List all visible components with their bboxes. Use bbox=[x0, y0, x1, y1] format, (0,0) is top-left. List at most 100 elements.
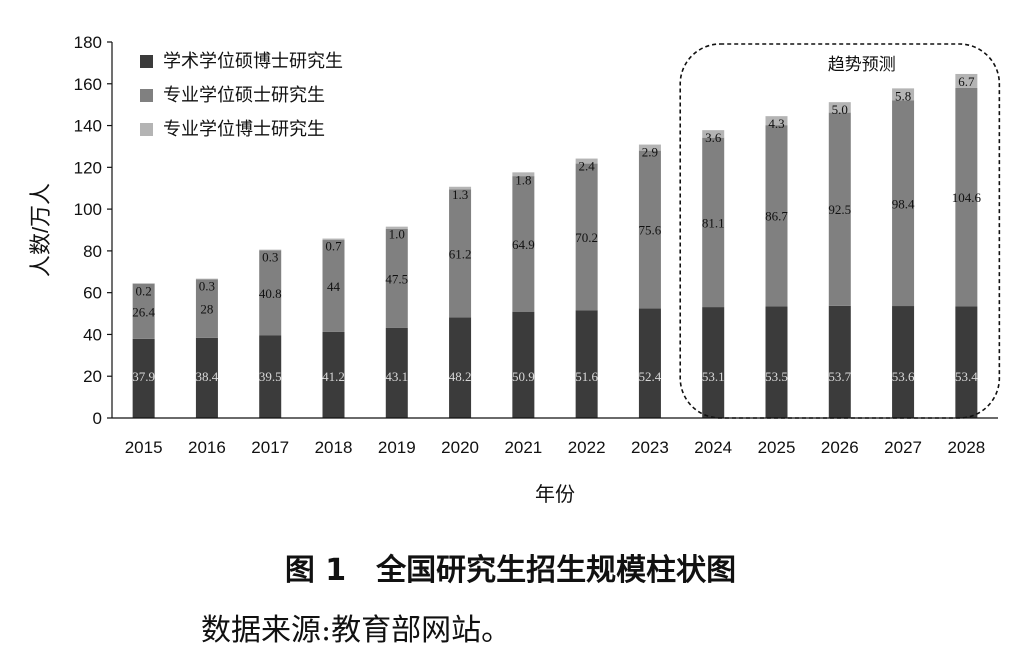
x-tick-label: 2027 bbox=[884, 438, 922, 457]
data-label: 64.9 bbox=[512, 237, 535, 252]
x-tick-label: 2016 bbox=[188, 438, 226, 457]
bar-segment bbox=[132, 283, 155, 339]
stacked-bar-chart: 0 20 40 60 80 100 120 140 160 180 37.9 26.4 0.2 38.4… bbox=[28, 33, 1001, 506]
bar-segment bbox=[702, 130, 725, 138]
bar-segment bbox=[638, 144, 661, 151]
data-label: 2.9 bbox=[642, 145, 658, 160]
bar-segment bbox=[322, 240, 345, 332]
data-label: 104.6 bbox=[952, 190, 982, 205]
data-label: 86.7 bbox=[765, 209, 788, 224]
bar-segment bbox=[955, 306, 978, 418]
forecast-region-box bbox=[679, 43, 1001, 419]
y-tick-label: 100 bbox=[74, 200, 102, 219]
y-axis-title: 人数/万人 bbox=[28, 183, 53, 277]
bar-segment bbox=[449, 189, 472, 318]
data-label: 0.2 bbox=[136, 283, 152, 298]
data-label: 53.1 bbox=[702, 369, 725, 384]
bar-segment bbox=[512, 311, 535, 418]
data-label: 1.8 bbox=[515, 172, 531, 187]
data-label: 40.8 bbox=[259, 286, 282, 301]
data-label: 53.7 bbox=[828, 369, 851, 384]
y-tick-label: 0 bbox=[93, 409, 102, 428]
bar-segment bbox=[575, 163, 598, 311]
data-label: 4.3 bbox=[768, 116, 784, 131]
y-tick-label: 20 bbox=[83, 367, 102, 386]
bar-segment bbox=[385, 228, 408, 328]
bar-segment bbox=[195, 279, 218, 338]
x-tick-label: 2023 bbox=[631, 438, 669, 457]
data-label: 0.3 bbox=[262, 250, 278, 265]
data-label: 48.2 bbox=[449, 369, 472, 384]
bar-segment bbox=[702, 307, 725, 418]
x-tick-label: 2019 bbox=[378, 438, 416, 457]
bar-segment bbox=[955, 73, 978, 88]
y-axis: 0 20 40 60 80 100 120 140 160 180 bbox=[74, 33, 113, 428]
x-tick-label: 2021 bbox=[504, 438, 542, 457]
legend-label: 学术学位硕博士研究生 bbox=[163, 51, 343, 71]
legend-label: 专业学位硕士研究生 bbox=[163, 85, 325, 105]
bar-segment bbox=[449, 317, 472, 418]
bar-segment bbox=[638, 308, 661, 418]
bar-segment bbox=[449, 186, 472, 190]
data-label: 5.0 bbox=[832, 102, 848, 117]
bar-segment bbox=[765, 116, 788, 126]
data-label: 43.1 bbox=[385, 369, 408, 384]
bar-segment bbox=[702, 137, 725, 308]
x-tick-label: 2015 bbox=[125, 438, 163, 457]
data-label: 1.0 bbox=[389, 227, 405, 242]
bar-segment bbox=[385, 327, 408, 418]
bar-segment bbox=[575, 158, 598, 164]
bar-segment bbox=[132, 338, 155, 418]
y-tick-label: 160 bbox=[74, 75, 102, 94]
data-label: 0.7 bbox=[325, 239, 342, 254]
bar-segment bbox=[132, 283, 155, 284]
data-label: 2.4 bbox=[579, 159, 596, 174]
data-label: 53.4 bbox=[955, 369, 978, 384]
data-label: 6.7 bbox=[958, 74, 975, 89]
data-label: 75.6 bbox=[639, 223, 662, 238]
data-label: 39.5 bbox=[259, 369, 282, 384]
segment-labels: 37.9 26.4 0.2 38.4 28 0.3 39.5 40.8 0.3 41.2 44 0.7… bbox=[132, 74, 981, 384]
bar-segment bbox=[259, 249, 282, 251]
data-label: 47.5 bbox=[385, 271, 408, 286]
data-label: 41.2 bbox=[322, 369, 345, 384]
data-label: 5.8 bbox=[895, 88, 911, 103]
x-axis: 2015 2016 2017 2018 2019 2020 2021 2022 2023 2024… bbox=[112, 417, 998, 457]
bar-segment bbox=[195, 337, 218, 418]
legend-swatch bbox=[140, 89, 153, 102]
bar-segment bbox=[828, 102, 851, 113]
figure-caption-title: 图 1 全国研究生招生规模柱状图 bbox=[284, 553, 737, 588]
bar-segment bbox=[322, 331, 345, 418]
data-label: 3.6 bbox=[705, 130, 722, 145]
x-tick-label: 2024 bbox=[694, 438, 732, 457]
data-label: 51.6 bbox=[575, 369, 598, 384]
bar-segment bbox=[512, 176, 535, 312]
bar-segment bbox=[892, 306, 915, 418]
bar-groups bbox=[132, 73, 978, 418]
legend-swatch bbox=[140, 123, 153, 136]
bar-segment bbox=[892, 88, 915, 101]
data-label: 26.4 bbox=[132, 304, 155, 319]
x-tick-label: 2026 bbox=[821, 438, 859, 457]
bar-segment bbox=[828, 112, 851, 306]
bar-segment bbox=[259, 335, 282, 418]
bar-segment bbox=[828, 305, 851, 418]
x-tick-label: 2017 bbox=[251, 438, 289, 457]
bar-segment bbox=[955, 87, 978, 307]
x-tick-label: 2022 bbox=[568, 438, 606, 457]
x-tick-label: 2025 bbox=[758, 438, 796, 457]
data-label: 38.4 bbox=[196, 369, 219, 384]
bar-segment bbox=[575, 310, 598, 418]
x-tick-label: 2018 bbox=[315, 438, 353, 457]
data-label: 1.3 bbox=[452, 187, 468, 202]
legend-label: 专业学位博士研究生 bbox=[163, 119, 325, 139]
bar-segment bbox=[512, 172, 535, 177]
y-tick-label: 60 bbox=[83, 284, 102, 303]
data-label: 92.5 bbox=[828, 202, 851, 217]
y-tick-label: 120 bbox=[74, 158, 102, 177]
data-label: 0.3 bbox=[199, 279, 215, 294]
figure-source-note: 数据来源:教育部网站。 bbox=[201, 613, 512, 648]
bar-segment bbox=[385, 226, 408, 229]
data-label: 53.6 bbox=[892, 369, 915, 384]
